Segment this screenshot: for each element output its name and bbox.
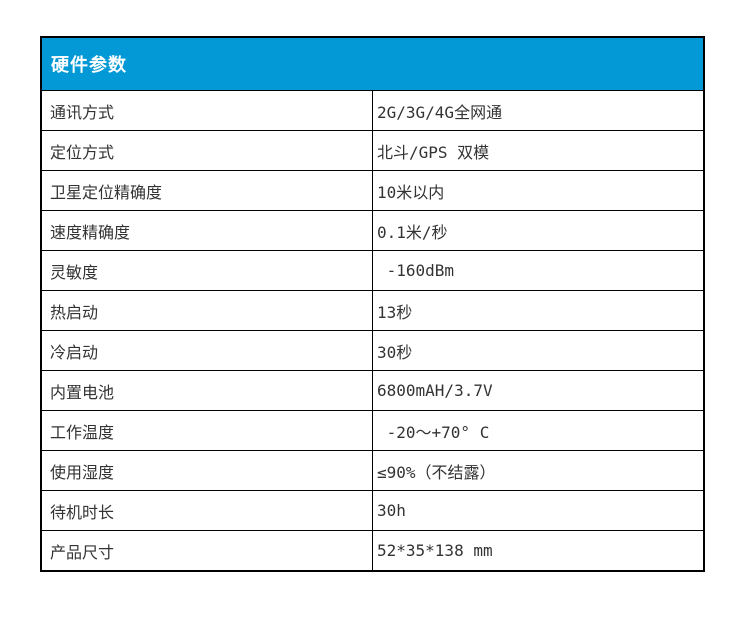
- spec-label-cell: 待机时长: [40, 490, 373, 531]
- spec-label-cell: 定位方式: [40, 130, 373, 171]
- spec-value-cell: 6800mAH/3.7V: [372, 370, 705, 411]
- table-row: 待机时长 30h: [40, 490, 705, 531]
- spec-value-cell: -20～+70° C: [372, 410, 705, 451]
- spec-label-cell: 灵敏度: [40, 250, 373, 291]
- spec-value-cell: 30秒: [372, 330, 705, 371]
- spec-value-cell: ≤90%（不结露）: [372, 450, 705, 491]
- spec-label-cell: 使用湿度: [40, 450, 373, 491]
- spec-value-cell: 52*35*138 mm: [372, 530, 705, 572]
- table-row: 产品尺寸 52*35*138 mm: [40, 530, 705, 572]
- table-head: 硬件参数: [40, 36, 705, 91]
- hardware-specs-table: 硬件参数 通讯方式 2G/3G/4G全网通 定位方式 北斗/GPS 双模 卫星定位精确度…: [40, 36, 705, 572]
- spec-value-cell: 30h: [372, 490, 705, 531]
- spec-value-cell: 2G/3G/4G全网通: [372, 90, 705, 131]
- spec-label-cell: 卫星定位精确度: [40, 170, 373, 211]
- table-row: 通讯方式 2G/3G/4G全网通: [40, 90, 705, 131]
- specs-body: 通讯方式 2G/3G/4G全网通 定位方式 北斗/GPS 双模 卫星定位精确度 10米以内…: [40, 90, 705, 572]
- spec-label-cell: 工作温度: [40, 410, 373, 451]
- spec-value-cell: 13秒: [372, 290, 705, 331]
- spec-label-cell: 产品尺寸: [40, 530, 373, 572]
- spec-label-cell: 冷启动: [40, 330, 373, 371]
- table-row: 内置电池 6800mAH/3.7V: [40, 370, 705, 411]
- spec-value-cell: 10米以内: [372, 170, 705, 211]
- spec-label-cell: 热启动: [40, 290, 373, 331]
- table-row: 冷启动 30秒: [40, 330, 705, 371]
- spec-value-cell: -160dBm: [372, 250, 705, 291]
- spec-label-cell: 通讯方式: [40, 90, 373, 131]
- spec-label-cell: 内置电池: [40, 370, 373, 411]
- table-row: 卫星定位精确度 10米以内: [40, 170, 705, 211]
- header-row: 硬件参数: [40, 36, 705, 91]
- spec-value-cell: 北斗/GPS 双模: [372, 130, 705, 171]
- spec-value-cell: 0.1米/秒: [372, 210, 705, 251]
- table-row: 灵敏度 -160dBm: [40, 250, 705, 291]
- table-row: 工作温度 -20～+70° C: [40, 410, 705, 451]
- table-row: 热启动 13秒: [40, 290, 705, 331]
- table-row: 速度精确度 0.1米/秒: [40, 210, 705, 251]
- spec-label-cell: 速度精确度: [40, 210, 373, 251]
- table-title: 硬件参数: [40, 36, 705, 91]
- table-row: 使用湿度 ≤90%（不结露）: [40, 450, 705, 491]
- table-row: 定位方式 北斗/GPS 双模: [40, 130, 705, 171]
